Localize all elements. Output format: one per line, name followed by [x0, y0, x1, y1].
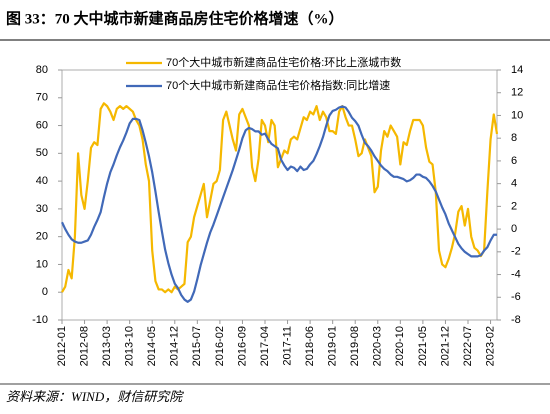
y2-tick-label: 6 — [511, 155, 517, 167]
y2-tick-label: 0 — [511, 223, 517, 235]
x-tick-label: 2016-09 — [236, 326, 248, 366]
x-tick-label: 2021-05 — [417, 326, 429, 366]
x-tick-label: 2017-04 — [259, 326, 271, 366]
y2-tick-label: 8 — [511, 132, 517, 144]
legend-label: 70个大中城市新建商品住宅价格:环比上涨城市数 — [166, 55, 401, 69]
x-tick-label: 2017-11 — [281, 326, 293, 366]
x-tick-label: 2018-06 — [304, 326, 316, 366]
y-tick-label: 80 — [36, 64, 48, 76]
x-tick-label: 2022-07 — [462, 326, 474, 366]
y-tick-label: 60 — [36, 119, 48, 131]
x-tick-label: 2019-01 — [327, 326, 339, 366]
y-tick-label: 0 — [42, 286, 48, 298]
y-tick-label: 20 — [36, 231, 48, 243]
x-tick-label: 2023-02 — [484, 326, 496, 366]
y2-tick-label: 4 — [511, 178, 517, 190]
x-tick-label: 2016-02 — [214, 326, 226, 366]
source: 资料来源：WIND，财信研究院 — [6, 389, 184, 404]
x-tick-label: 2013-03 — [101, 326, 113, 366]
plot-frame — [61, 69, 498, 321]
y-tick-label: 50 — [36, 147, 48, 159]
x-tick-label: 2020-03 — [372, 326, 384, 366]
x-tick-label: 2014-05 — [146, 326, 158, 366]
y-tick-label: 70 — [36, 92, 48, 104]
x-tick-label: 2014-12 — [169, 326, 181, 366]
series-line — [61, 102, 499, 294]
y2-tick-label: -2 — [511, 246, 521, 258]
x-tick-label: 2021-12 — [439, 326, 451, 366]
y-tick-label: 40 — [36, 175, 48, 187]
y-tick-label: 30 — [36, 203, 48, 215]
x-tick-label: 2019-08 — [349, 326, 361, 366]
x-tick-label: 2012-08 — [78, 326, 90, 366]
y-tick-label: 10 — [36, 258, 48, 270]
y2-tick-label: -8 — [511, 314, 521, 326]
x-tick-label: 2013-10 — [124, 326, 136, 366]
chart-title: 图 33：70 大中城市新建商品房住宅价格增速（%） — [6, 9, 344, 27]
y-tick-label: -10 — [32, 314, 48, 326]
y2-tick-label: 10 — [511, 109, 523, 121]
legend-label: 70个大中城市新建商品住宅价格指数:同比增速 — [166, 78, 390, 92]
series-line — [61, 105, 497, 303]
y2-tick-label: -4 — [511, 268, 521, 280]
x-tick-label: 2020-10 — [394, 326, 406, 366]
y2-tick-label: -6 — [511, 291, 521, 303]
y2-tick-label: 14 — [511, 64, 523, 76]
y2-tick-label: 12 — [511, 87, 523, 99]
x-tick-label: 2015-07 — [191, 326, 203, 366]
x-tick-label: 2012-01 — [56, 326, 68, 366]
y2-tick-label: 2 — [511, 200, 517, 212]
